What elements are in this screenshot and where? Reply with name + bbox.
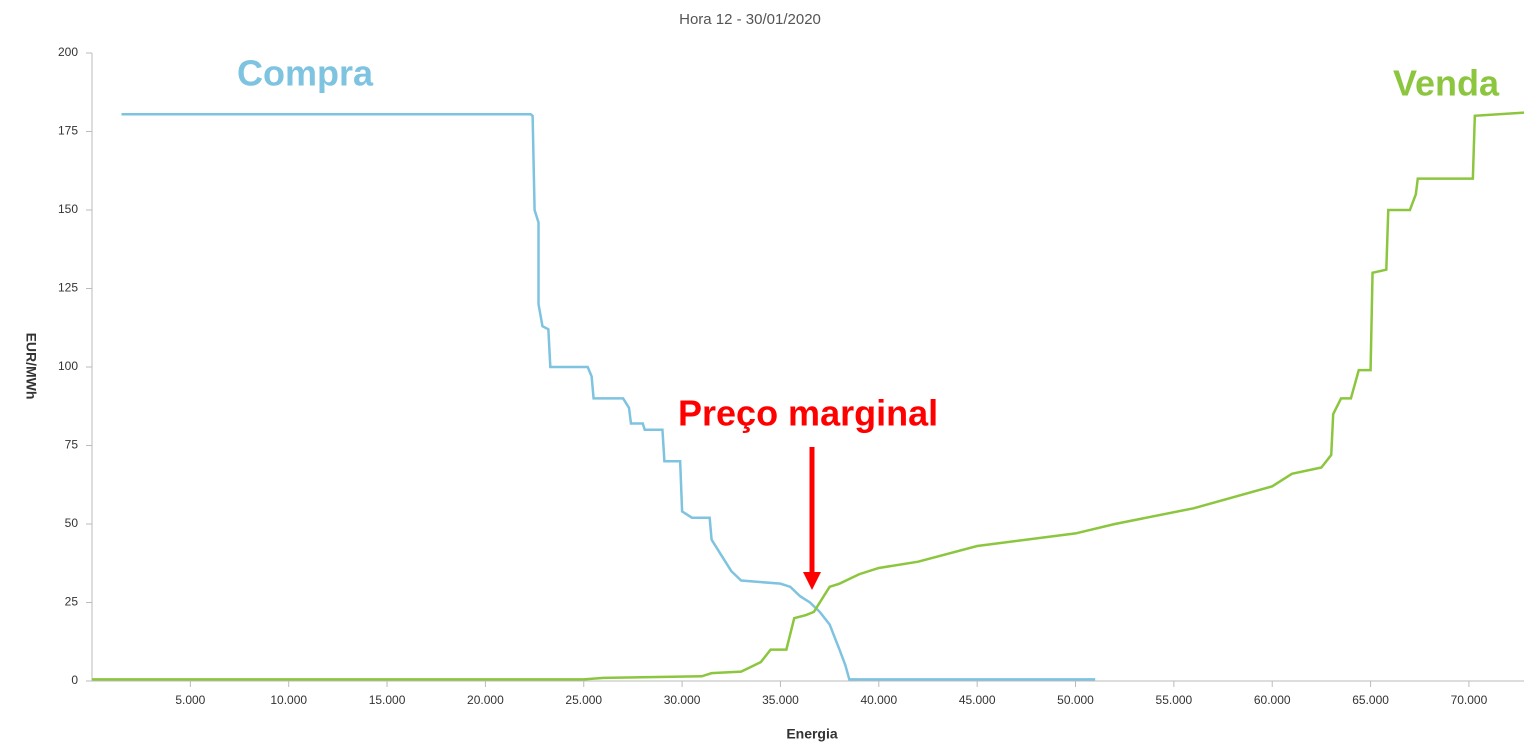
x-tick-label: 45.000: [959, 693, 996, 707]
y-tick-label: 175: [58, 124, 78, 138]
arrow-head: [803, 572, 821, 590]
x-tick-label: 65.000: [1352, 693, 1389, 707]
x-tick-label: 25.000: [565, 693, 602, 707]
x-tick-label: 30.000: [664, 693, 701, 707]
y-tick-label: 150: [58, 202, 78, 216]
chart-title: Hora 12 - 30/01/2020: [679, 11, 821, 28]
annotation: Venda: [1393, 63, 1500, 104]
x-tick-label: 15.000: [369, 693, 406, 707]
y-tick-label: 100: [58, 359, 78, 373]
x-tick-label: 10.000: [270, 693, 307, 707]
series-line: [121, 112, 1096, 681]
y-tick-label: 200: [58, 45, 78, 59]
y-tick-label: 0: [71, 673, 78, 687]
y-tick-label: 125: [58, 281, 78, 295]
y-tick-label: 75: [65, 438, 79, 452]
y-tick-label: 25: [65, 595, 79, 609]
x-axis-label: Energia: [786, 726, 838, 742]
x-tick-label: 60.000: [1254, 693, 1291, 707]
annotation: Compra: [237, 53, 374, 94]
series-line: [92, 111, 1524, 681]
x-tick-label: 20.000: [467, 693, 504, 707]
x-tick-label: 50.000: [1057, 693, 1094, 707]
x-tick-label: 70.000: [1451, 693, 1488, 707]
y-tick-label: 50: [65, 516, 79, 530]
x-tick-label: 35.000: [762, 693, 799, 707]
x-tick-label: 40.000: [860, 693, 897, 707]
annotation: Preço marginal: [678, 393, 938, 434]
x-tick-label: 5.000: [175, 693, 205, 707]
x-tick-label: 55.000: [1156, 693, 1193, 707]
y-axis-label: EUR/MWh: [23, 333, 39, 400]
